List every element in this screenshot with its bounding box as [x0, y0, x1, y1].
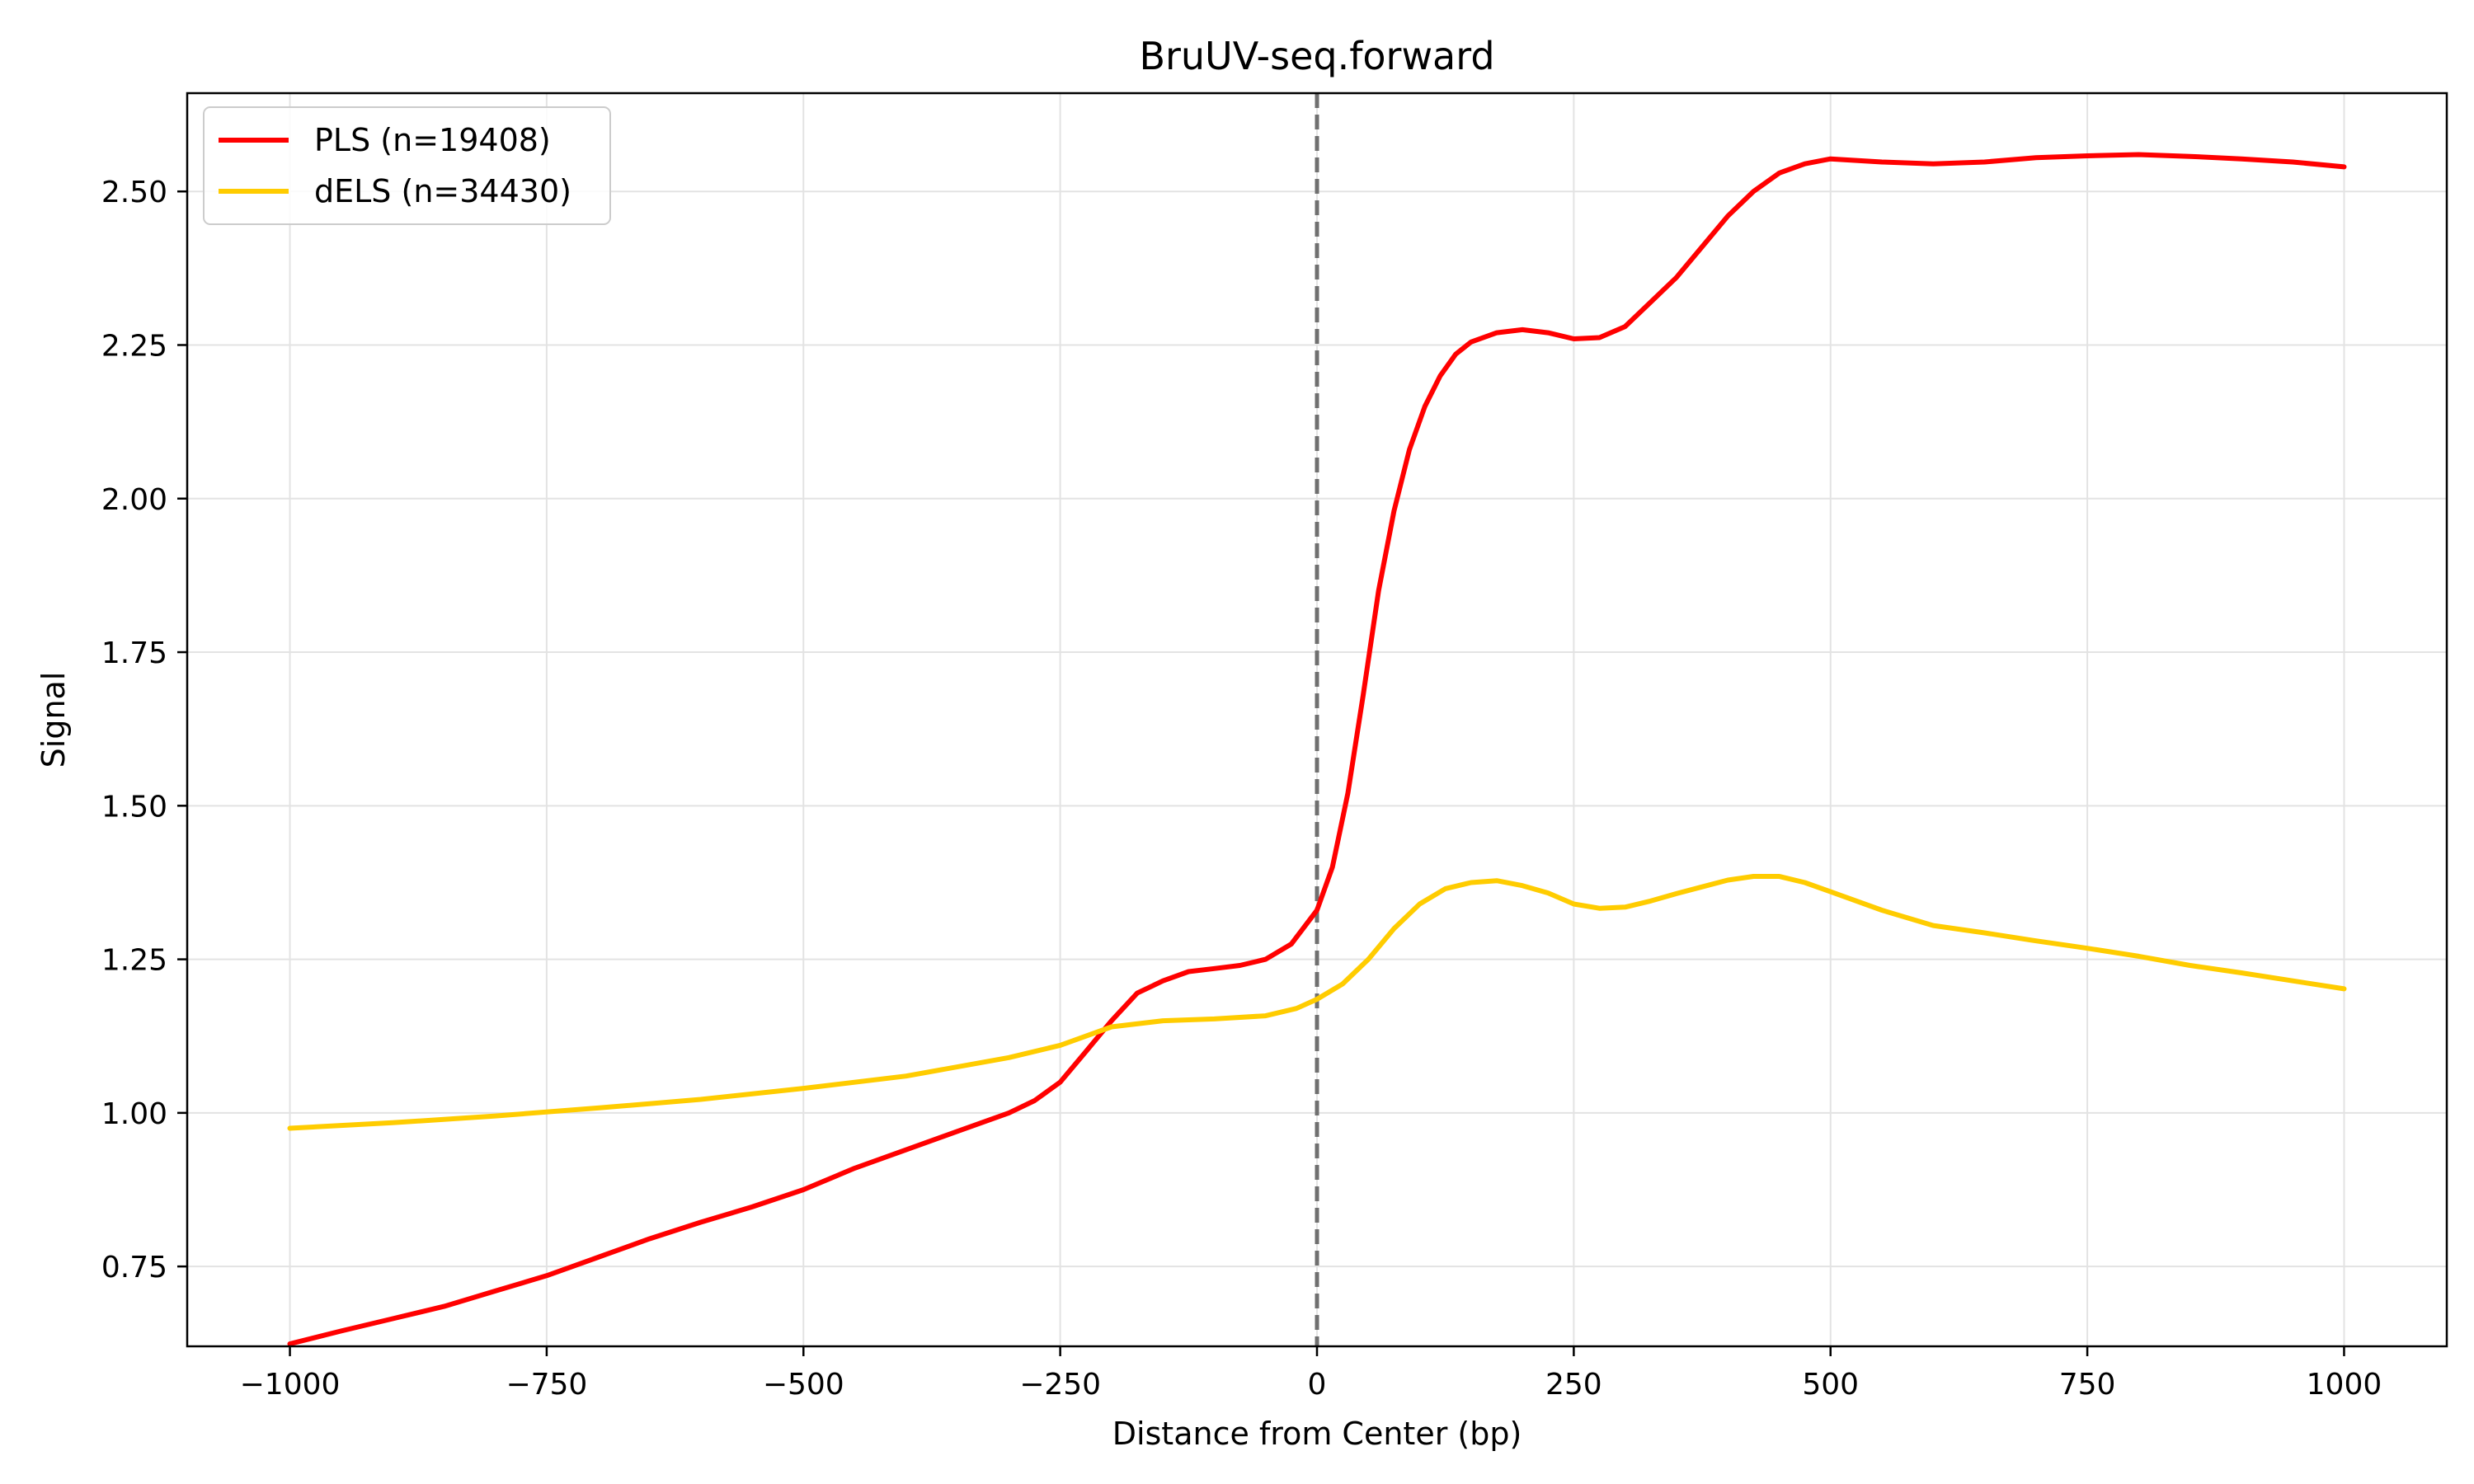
x-axis-ticks: −1000 −750 −500 −250 0 250 500 750 1000 — [240, 1346, 2382, 1402]
x-tick-label: 0 — [1308, 1368, 1327, 1402]
series-line-0 — [287, 152, 2347, 1346]
x-tick-label: −250 — [1019, 1368, 1101, 1402]
x-tick-label: 250 — [1545, 1368, 1602, 1402]
y-axis-title: Signal — [35, 672, 72, 768]
series-layer — [287, 152, 2347, 1346]
x-tick-label: −1000 — [240, 1368, 341, 1402]
x-axis-title: Distance from Center (bp) — [1112, 1416, 1522, 1452]
x-tick-label: 1000 — [2307, 1368, 2382, 1402]
x-tick-label: 750 — [2059, 1368, 2116, 1402]
chart-title: BruUV-seq.forward — [1139, 34, 1494, 78]
y-tick-label: 1.00 — [101, 1097, 167, 1131]
y-tick-label: 2.25 — [101, 329, 167, 363]
legend-box — [203, 106, 611, 225]
y-axis-ticks: 0.75 1.00 1.25 1.50 1.75 2.00 2.25 2.50 — [101, 176, 187, 1284]
y-tick-label: 0.75 — [101, 1251, 167, 1284]
series-line-1 — [287, 874, 2347, 1131]
y-tick-label: 2.00 — [101, 483, 167, 517]
x-tick-label: −500 — [763, 1368, 844, 1402]
x-tick-label: −750 — [506, 1368, 587, 1402]
y-tick-label: 1.50 — [101, 790, 167, 824]
y-tick-label: 1.25 — [101, 944, 167, 978]
legend: PLS (n=19408) dELS (n=34430) — [203, 106, 611, 225]
y-tick-label: 2.50 — [101, 176, 167, 209]
x-tick-label: 500 — [1802, 1368, 1859, 1402]
y-tick-label: 1.75 — [101, 636, 167, 670]
legend-label-dels: dELS (n=34430) — [314, 173, 571, 209]
legend-label-pls: PLS (n=19408) — [314, 122, 551, 158]
